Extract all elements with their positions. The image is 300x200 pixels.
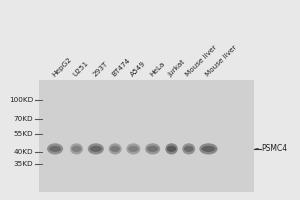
Ellipse shape bbox=[49, 146, 61, 152]
Text: 70KD: 70KD bbox=[14, 116, 33, 122]
Ellipse shape bbox=[126, 143, 140, 154]
Ellipse shape bbox=[182, 143, 195, 154]
Text: U251: U251 bbox=[72, 60, 90, 78]
Text: PSMC4: PSMC4 bbox=[261, 144, 287, 153]
Text: 35KD: 35KD bbox=[14, 161, 33, 167]
Ellipse shape bbox=[70, 143, 83, 154]
Text: 55KD: 55KD bbox=[14, 131, 33, 137]
Ellipse shape bbox=[128, 146, 139, 152]
Text: BT474: BT474 bbox=[111, 57, 132, 78]
Ellipse shape bbox=[165, 143, 178, 154]
Text: Mouse liver: Mouse liver bbox=[204, 44, 238, 78]
Text: HeLa: HeLa bbox=[148, 61, 166, 78]
Text: A549: A549 bbox=[129, 60, 147, 78]
Ellipse shape bbox=[145, 143, 160, 154]
Text: 100KD: 100KD bbox=[9, 97, 33, 103]
Text: Mouse liver: Mouse liver bbox=[184, 44, 218, 78]
Ellipse shape bbox=[199, 143, 218, 154]
Ellipse shape bbox=[109, 143, 122, 154]
Ellipse shape bbox=[88, 143, 104, 154]
Ellipse shape bbox=[72, 146, 81, 152]
Text: 293T: 293T bbox=[92, 61, 109, 78]
Text: Jurkat: Jurkat bbox=[167, 59, 187, 78]
Ellipse shape bbox=[184, 146, 194, 152]
Ellipse shape bbox=[167, 146, 176, 152]
Ellipse shape bbox=[147, 146, 158, 152]
Ellipse shape bbox=[47, 143, 63, 154]
Text: HepG2: HepG2 bbox=[51, 56, 73, 78]
Ellipse shape bbox=[202, 146, 215, 152]
Text: 40KD: 40KD bbox=[14, 149, 33, 155]
Ellipse shape bbox=[90, 146, 102, 152]
Text: –: – bbox=[255, 144, 259, 153]
Ellipse shape bbox=[110, 146, 120, 152]
